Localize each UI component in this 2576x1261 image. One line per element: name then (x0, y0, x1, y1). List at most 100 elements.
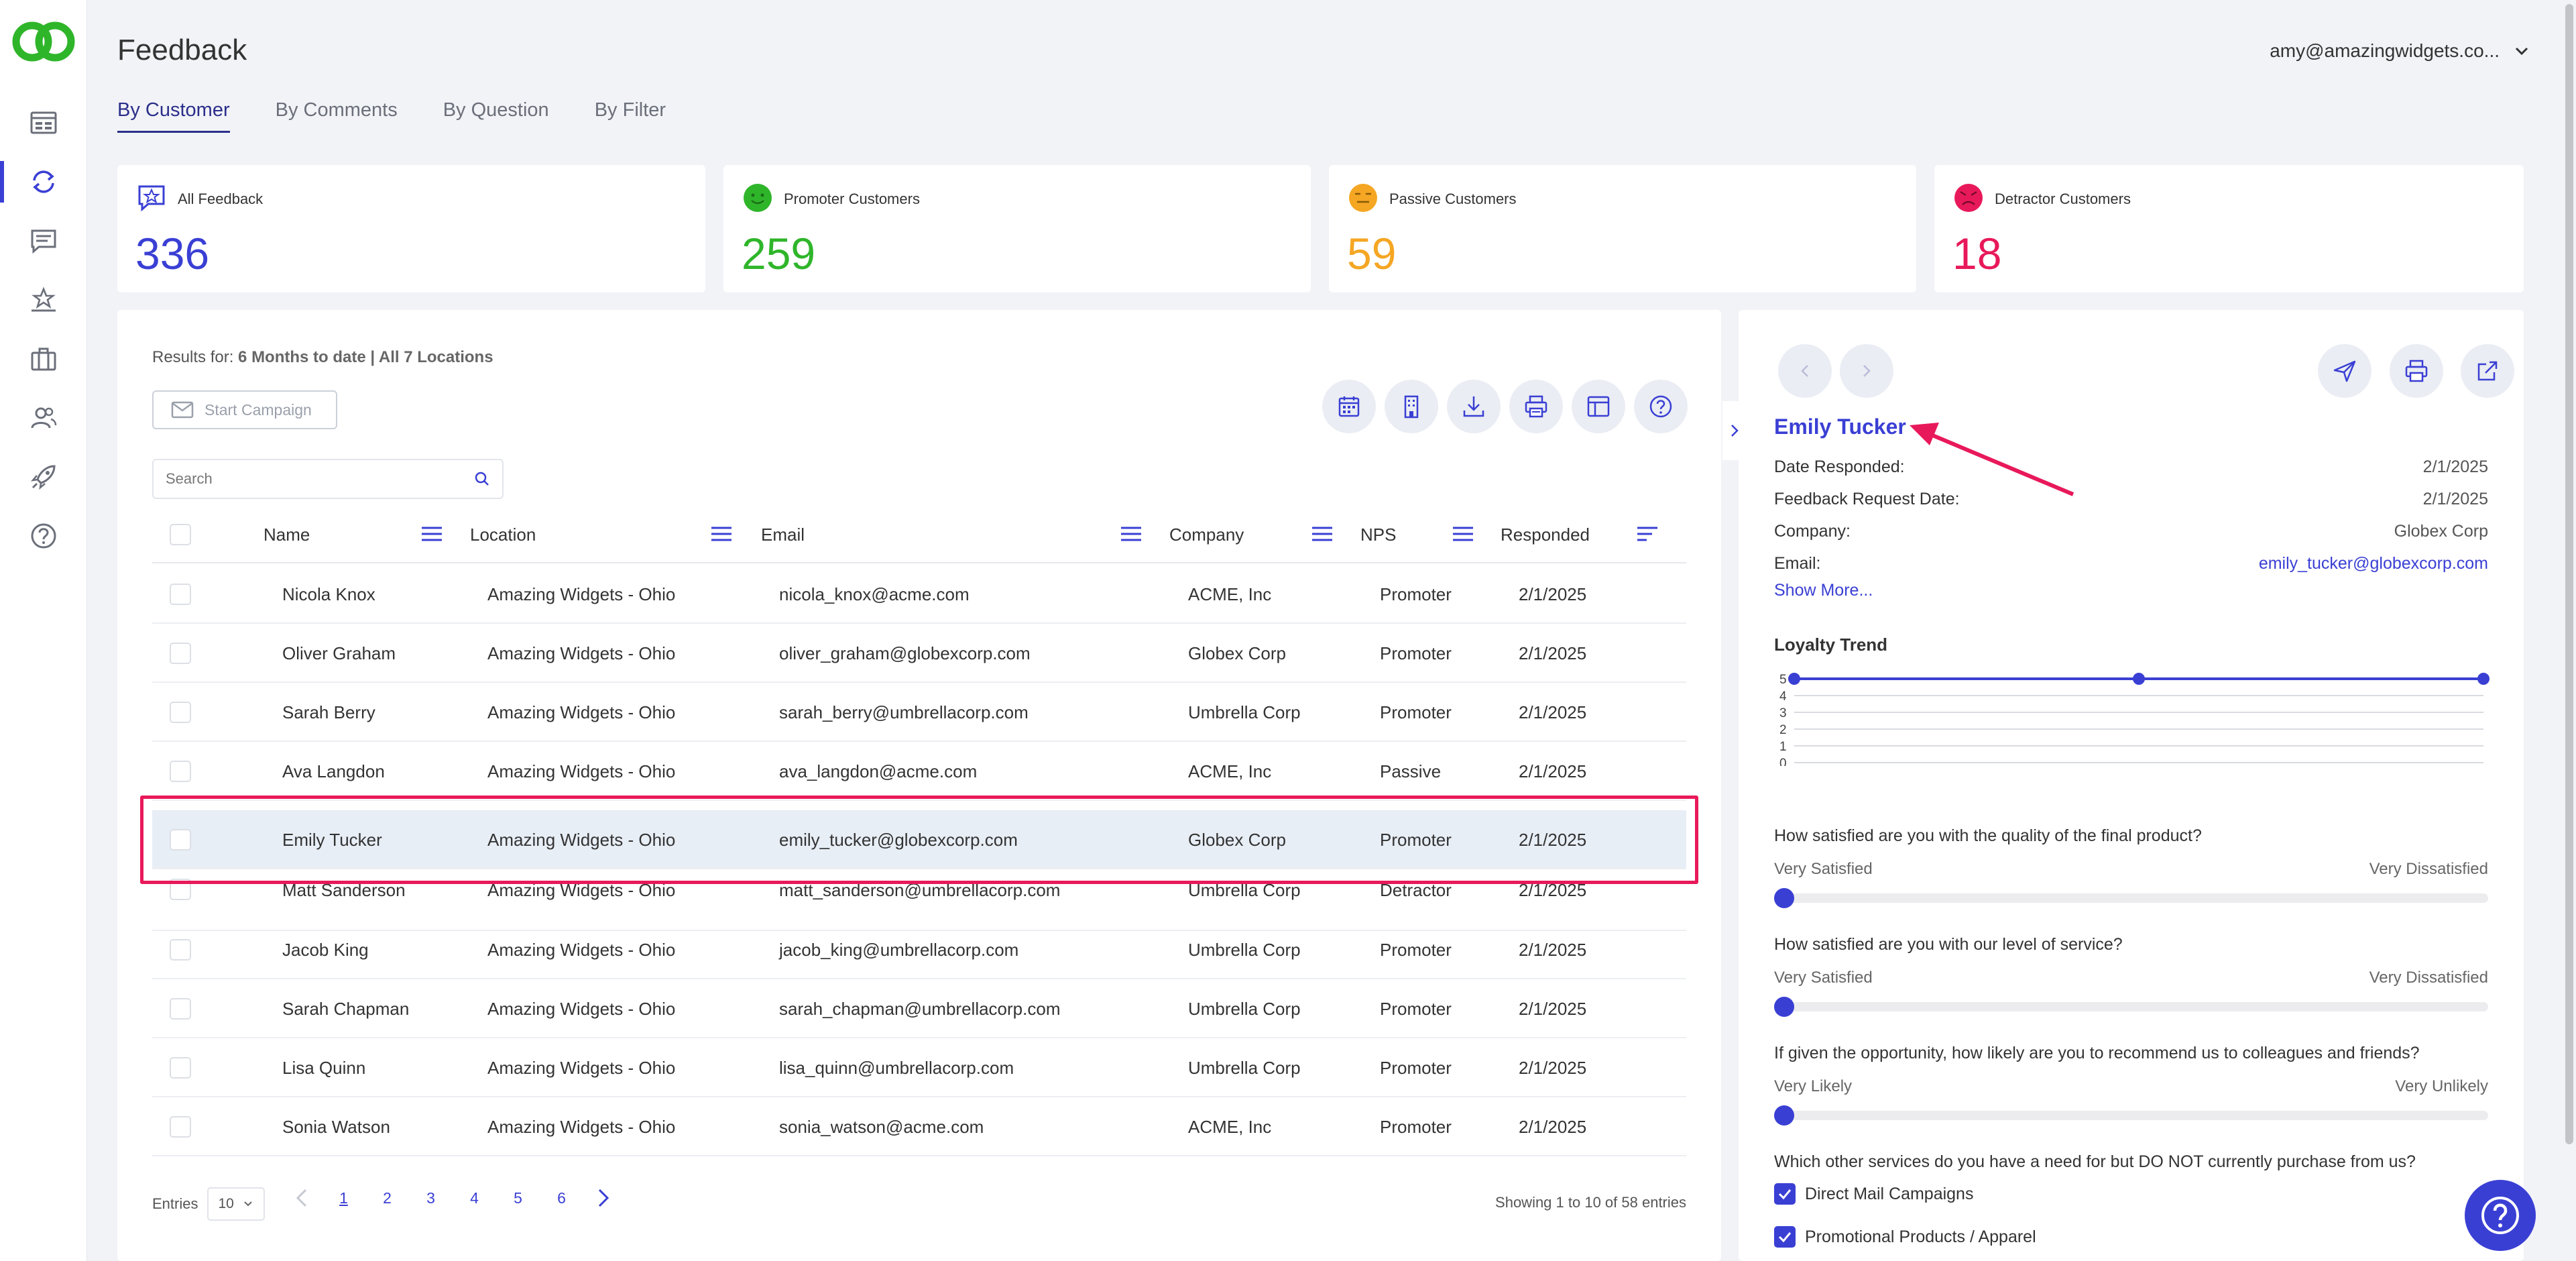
angry-face-icon (1953, 182, 1984, 213)
page-6[interactable]: 6 (557, 1189, 566, 1207)
search-input[interactable]: Search (152, 459, 504, 499)
select-all-checkbox[interactable] (170, 524, 191, 545)
cell-nps: Promoter (1380, 939, 1452, 960)
tab-by-question[interactable]: By Question (443, 99, 549, 121)
service-option[interactable]: Direct Mail Campaigns (1774, 1183, 1973, 1205)
help-button[interactable] (1634, 380, 1688, 433)
row-checkbox[interactable] (170, 1057, 191, 1079)
table-row[interactable]: Jacob King Amazing Widgets - Ohio jacob_… (152, 920, 1686, 979)
locations-button[interactable] (1385, 380, 1438, 433)
help-chat-button[interactable] (2465, 1180, 2536, 1251)
nav-comments-icon[interactable] (0, 211, 87, 271)
column-nps[interactable]: NPS (1360, 524, 1397, 545)
feedback-icon (136, 182, 167, 213)
table-row[interactable]: Sonia Watson Amazing Widgets - Ohio soni… (152, 1097, 1686, 1156)
download-icon (1463, 396, 1484, 417)
nav-launch-icon[interactable] (0, 447, 87, 507)
info-label: Company: (1774, 522, 1851, 541)
column-menu-icon[interactable] (1311, 525, 1334, 543)
view-tabs: By Customer By Comments By Question By F… (117, 99, 666, 133)
show-more-link[interactable]: Show More... (1774, 581, 1873, 600)
slider-knob (1774, 1105, 1794, 1126)
nav-feedback-icon[interactable] (0, 152, 87, 212)
table-row[interactable]: Oliver Graham Amazing Widgets - Ohio oli… (152, 624, 1686, 683)
column-menu-icon[interactable] (1452, 525, 1474, 543)
kpi-all-feedback[interactable]: All Feedback 336 (117, 165, 705, 292)
column-menu-icon[interactable] (420, 525, 443, 543)
page-4[interactable]: 4 (470, 1189, 479, 1207)
start-campaign-button[interactable]: Start Campaign (152, 390, 337, 429)
column-name[interactable]: Name (264, 524, 310, 545)
send-button[interactable] (2318, 344, 2372, 398)
table-row[interactable]: Lisa Quinn Amazing Widgets - Ohio lisa_q… (152, 1038, 1686, 1097)
page-1[interactable]: 1 (339, 1189, 348, 1207)
column-location[interactable]: Location (470, 524, 536, 545)
kpi-detractor[interactable]: Detractor Customers 18 (1934, 165, 2524, 292)
scale-high-label: Very Dissatisfied (2369, 969, 2488, 987)
tab-by-filter[interactable]: By Filter (594, 99, 666, 121)
cell-company: Umbrella Corp (1188, 998, 1301, 1019)
page-2[interactable]: 2 (383, 1189, 392, 1207)
loyalty-trend-title: Loyalty Trend (1774, 635, 1888, 655)
email-link[interactable]: emily_tucker@globexcorp.com (2258, 554, 2488, 573)
row-checkbox[interactable] (170, 998, 191, 1020)
user-menu[interactable]: amy@amazingwidgets.co... (2270, 40, 2529, 62)
row-checkbox[interactable] (170, 643, 191, 664)
column-email[interactable]: Email (761, 524, 805, 545)
nav-ratings-icon[interactable] (0, 270, 87, 330)
info-value: 2/1/2025 (2422, 490, 2488, 508)
row-checkbox[interactable] (170, 939, 191, 961)
column-company[interactable]: Company (1169, 524, 1244, 545)
nav-business-icon[interactable] (0, 329, 87, 389)
column-menu-icon[interactable] (1120, 525, 1143, 543)
cell-location: Amazing Widgets - Ohio (487, 761, 676, 781)
cell-responded: 2/1/2025 (1519, 643, 1587, 663)
page-3[interactable]: 3 (426, 1189, 435, 1207)
table-row-selected[interactable]: Emily Tucker Amazing Widgets - Ohio emil… (152, 810, 1686, 869)
page-scrollbar[interactable] (2563, 0, 2576, 1261)
table-row[interactable]: Sarah Chapman Amazing Widgets - Ohio sar… (152, 979, 1686, 1038)
row-checkbox[interactable] (170, 761, 191, 782)
prev-customer-button[interactable] (1778, 344, 1832, 398)
question-3-scale: Very Likely Very Unlikely (1774, 1077, 2488, 1096)
calendar-button[interactable] (1322, 380, 1376, 433)
table-row[interactable]: Ava Langdon Amazing Widgets - Ohio ava_l… (152, 742, 1686, 801)
print-button[interactable] (1509, 380, 1563, 433)
next-customer-button[interactable] (1840, 344, 1893, 398)
table-row[interactable]: Sarah Berry Amazing Widgets - Ohio sarah… (152, 683, 1686, 742)
kpi-passive[interactable]: Passive Customers 59 (1329, 165, 1916, 292)
checkbox-checked[interactable] (1774, 1226, 1796, 1248)
row-checkbox[interactable] (170, 584, 191, 605)
nav-users-icon[interactable] (0, 388, 87, 448)
entries-select[interactable]: 10 (207, 1187, 266, 1221)
checkbox-checked[interactable] (1774, 1183, 1796, 1205)
row-checkbox[interactable] (170, 702, 191, 723)
print-detail-button[interactable] (2390, 344, 2443, 398)
column-responded[interactable]: Responded (1501, 524, 1590, 545)
prev-page-icon[interactable] (282, 1185, 322, 1211)
scrollbar-thumb[interactable] (2565, 4, 2573, 1144)
table-row[interactable]: Nicola Knox Amazing Widgets - Ohio nicol… (152, 565, 1686, 624)
tab-by-comments[interactable]: By Comments (275, 99, 398, 121)
tab-by-customer[interactable]: By Customer (117, 99, 230, 133)
column-menu-icon[interactable] (710, 525, 733, 543)
app-logo[interactable] (10, 17, 77, 67)
cell-responded: 2/1/2025 (1519, 939, 1587, 960)
info-email: Email: emily_tucker@globexcorp.com (1774, 554, 2488, 573)
download-button[interactable] (1447, 380, 1501, 433)
row-checkbox[interactable] (170, 829, 191, 851)
cell-company: Umbrella Corp (1188, 1057, 1301, 1078)
kpi-value: 59 (1347, 229, 1397, 278)
question-2: How satisfied are you with our level of … (1774, 935, 2123, 954)
nav-dashboard-icon[interactable] (0, 93, 87, 153)
nav-help-icon[interactable] (0, 506, 87, 566)
row-checkbox[interactable] (170, 1116, 191, 1138)
kpi-promoter[interactable]: Promoter Customers 259 (723, 165, 1311, 292)
service-option[interactable]: Promotional Products / Apparel (1774, 1226, 2036, 1248)
layout-button[interactable] (1572, 380, 1625, 433)
cell-nps: Promoter (1380, 584, 1452, 604)
page-5[interactable]: 5 (514, 1189, 522, 1207)
open-external-button[interactable] (2461, 344, 2514, 398)
next-page-icon[interactable] (583, 1185, 624, 1211)
sort-icon[interactable] (1636, 525, 1659, 543)
